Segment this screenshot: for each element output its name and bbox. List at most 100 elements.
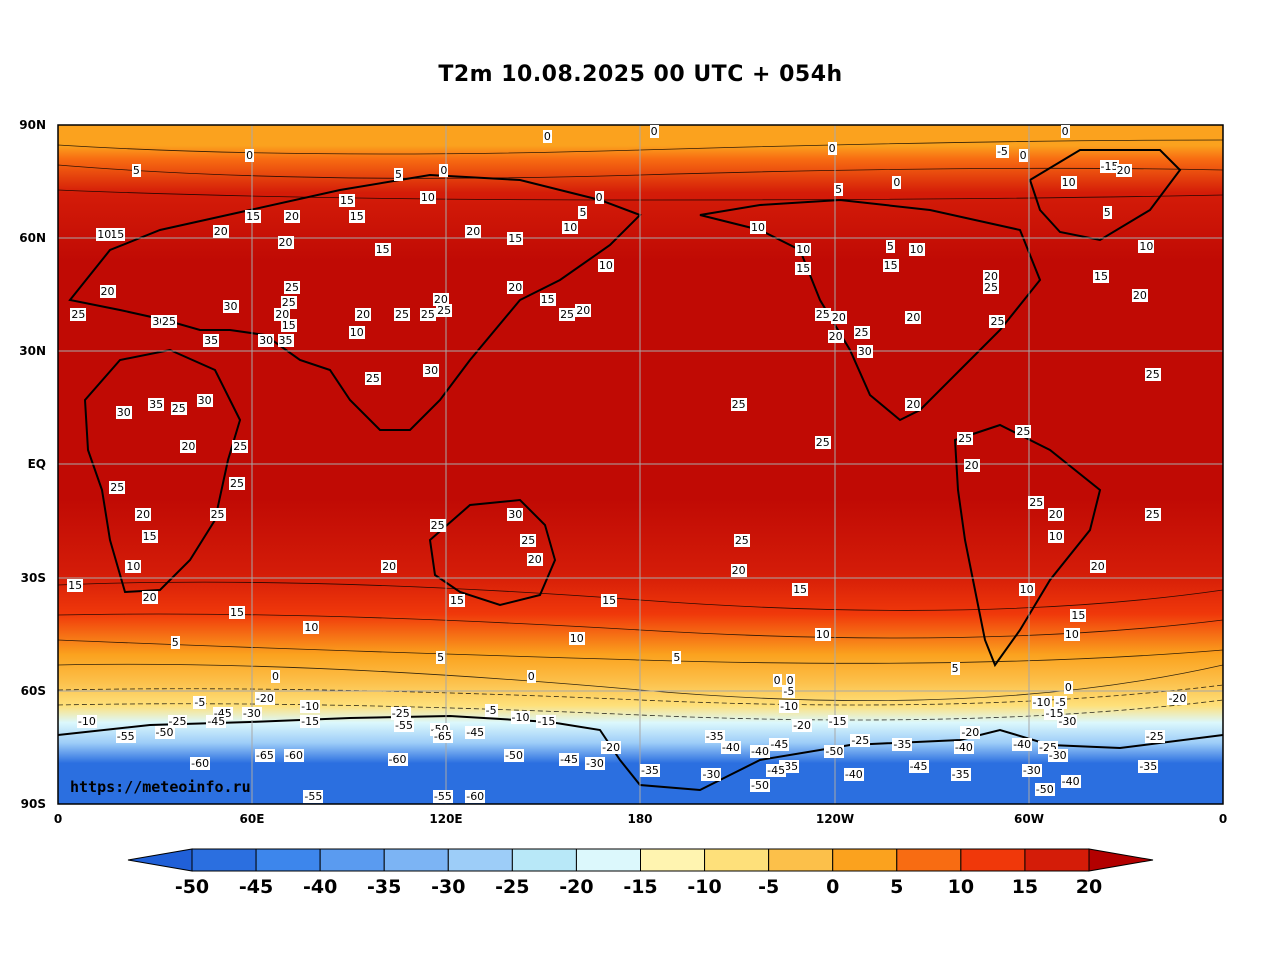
colorbar — [127, 848, 1154, 872]
colorbar-bin — [896, 848, 962, 872]
contour-label: 0 — [439, 164, 449, 178]
contour-label: 15 — [374, 243, 391, 257]
contour-label: 20 — [830, 311, 847, 325]
contour-label: -10 — [1031, 696, 1052, 710]
contour-label: 0 — [785, 673, 795, 687]
colorbar-tick-label: 5 — [890, 876, 904, 898]
contour-label: 10 — [1018, 582, 1035, 596]
contour-label: -15 — [536, 715, 557, 728]
contour-label: -45 — [766, 764, 787, 778]
contour-label: -35 — [892, 737, 913, 751]
contour-label: 20 — [1115, 164, 1132, 178]
lon-label: 180 — [627, 812, 653, 826]
contour-label: 10 — [1060, 175, 1077, 189]
contour-label: 20 — [465, 224, 482, 238]
contour-label: 10 — [562, 220, 579, 234]
colorbar-bin — [960, 848, 1026, 872]
colorbar-tick-label: 0 — [826, 876, 840, 898]
contour-label: -60 — [387, 752, 408, 766]
colorbar-bin — [255, 848, 321, 872]
contour-label: 0 — [772, 673, 782, 687]
contour-label: -60 — [284, 748, 304, 762]
contour-label: 20 — [827, 330, 844, 344]
contour-label: -40 — [953, 741, 974, 755]
contour-label: 25 — [1144, 507, 1161, 521]
contour-label: -30 — [241, 707, 262, 721]
contour-label: 25 — [284, 281, 300, 295]
colorbar-bin — [704, 848, 770, 872]
contour-label: 25 — [957, 432, 974, 446]
contour-label: -5 — [1054, 696, 1068, 710]
contour-label: -15 — [1099, 160, 1120, 174]
contour-label: -5 — [782, 684, 796, 698]
contour-label: -35 — [704, 730, 725, 744]
contour-label: 0 — [594, 190, 604, 204]
colorbar-bin — [319, 848, 385, 872]
lat-label: 60S — [20, 684, 46, 698]
contour-label: -10 — [779, 699, 800, 713]
contour-label: 20 — [274, 307, 291, 321]
contour-label: -35 — [639, 764, 660, 778]
contour-label: -30 — [1047, 748, 1068, 762]
contour-label: 15 — [507, 232, 524, 246]
contour-label: 10 — [795, 243, 812, 257]
contour-label: 5 — [436, 650, 446, 664]
contour-label: 35 — [203, 334, 220, 348]
contour-label: 15 — [245, 209, 262, 223]
contour-label: -15 — [300, 715, 321, 728]
contour-label: -45 — [908, 760, 929, 774]
contour-label: 30 — [222, 300, 239, 314]
contour-label: -25 — [167, 715, 188, 728]
contour-label: 20 — [730, 564, 747, 578]
contour-label: 20 — [575, 303, 592, 317]
lon-label: 120W — [815, 812, 855, 826]
contour-label: 15 — [141, 530, 158, 544]
contour-label: -65 — [254, 748, 275, 762]
contour-label: 25 — [161, 315, 178, 329]
contour-label: -65 — [432, 730, 453, 744]
colorbar-bin — [447, 848, 513, 872]
contour-label: 15 — [228, 605, 245, 619]
contour-label: 0 — [827, 141, 837, 155]
contour-label: -60 — [465, 790, 486, 803]
contour-label: 15 — [348, 209, 365, 223]
contour-label: 15 — [1070, 609, 1087, 623]
contour-label: 20 — [141, 590, 158, 604]
contour-label: 25 — [436, 303, 453, 317]
contour-label: 30 — [507, 507, 524, 521]
colorbar-right-extend — [1088, 848, 1154, 872]
lat-label: 90S — [20, 797, 46, 811]
contour-label: 5 — [672, 650, 682, 664]
contour-label: 25 — [733, 533, 750, 547]
contour-label: -55 — [303, 790, 324, 803]
chart-title: T2m 10.08.2025 00 UTC + 054h — [438, 62, 843, 87]
contour-label: 10 — [814, 628, 831, 642]
contour-label: 20 — [983, 269, 999, 283]
contour-label: 20 — [1089, 560, 1106, 574]
contour-label: 10 — [348, 326, 365, 340]
lon-label: 60E — [239, 812, 265, 826]
contour-label: 15 — [601, 594, 618, 608]
contour-label: -10 — [300, 699, 321, 713]
contour-label: -10 — [510, 711, 531, 725]
contour-label: -20 — [1167, 692, 1188, 706]
contour-label: 0 — [649, 125, 659, 138]
colorbar-bin — [640, 848, 706, 872]
contour-label: 20 — [963, 458, 980, 472]
contour-label: 15 — [882, 258, 899, 272]
contour-label: -30 — [584, 756, 605, 770]
contour-label: -25 — [850, 733, 871, 747]
contour-label: 20 — [905, 311, 922, 325]
contour-label: 25 — [364, 371, 381, 385]
contour-label: 10 — [96, 228, 113, 242]
contour-label: 25 — [228, 477, 245, 491]
contour-label: 25 — [983, 281, 999, 295]
contour-label: 0 — [1063, 681, 1073, 695]
contour-label: -30 — [701, 767, 722, 781]
lon-label: 60W — [1014, 812, 1044, 826]
contour-label: 15 — [539, 292, 556, 306]
contour-label: 20 — [277, 235, 294, 249]
lat-label: 90N — [19, 118, 46, 132]
contour-label: -20 — [254, 692, 275, 706]
